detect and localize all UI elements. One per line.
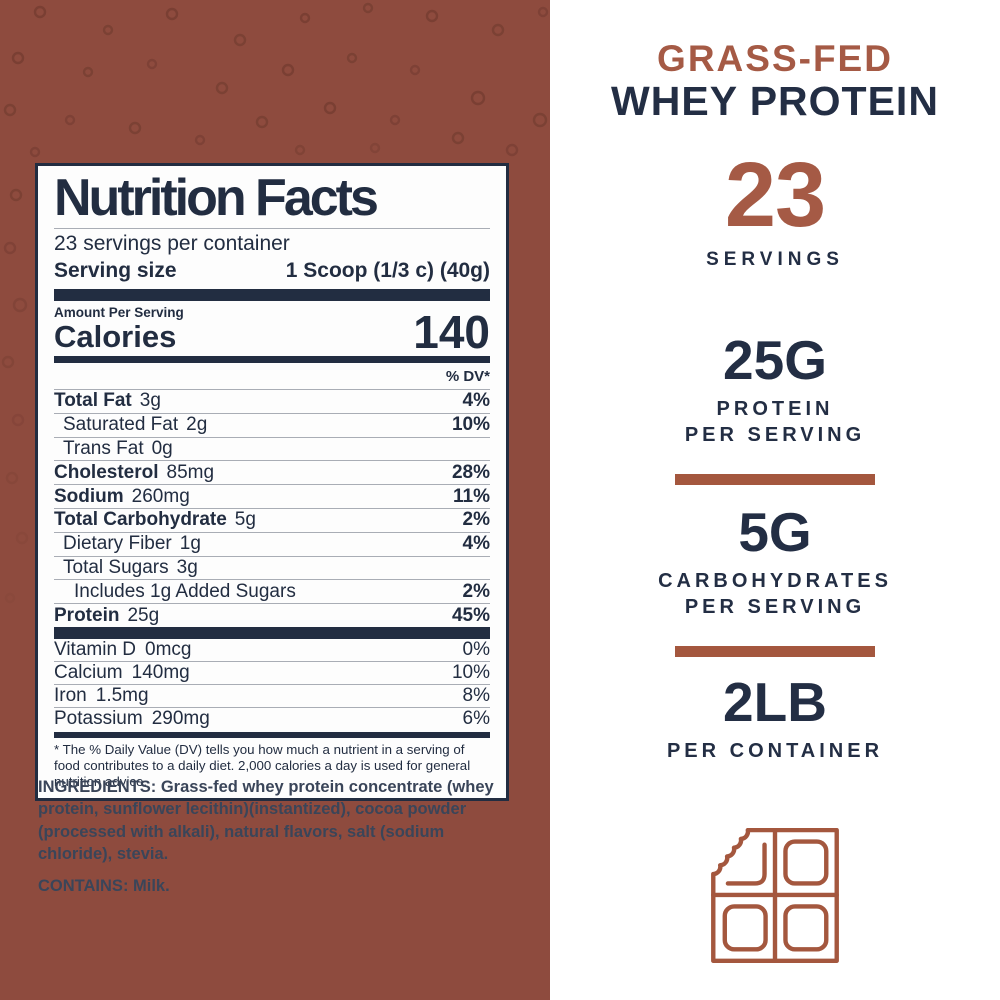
servings-per-container: 23 servings per container [54,232,290,256]
ingredients-label: INGREDIENTS: [38,778,157,796]
nutrient-row: Includes 1g Added Sugars 2% [54,580,490,605]
nutrition-facts-title: Nutrition Facts [54,169,379,227]
serving-size-row: Serving size 1 Scoop (1/3 c) (40g) [54,259,490,283]
section-divider [675,474,875,486]
serving-size-value: 1 Scoop (1/3 c) (40g) [285,259,490,283]
micronutrient-row: Calcium 140mg 10% [54,661,490,685]
nutrient-row: Trans Fat 0g [54,438,490,462]
ingredients-text: Grass-fed whey protein concentrate (whey… [38,778,494,864]
nutrient-row: Cholesterol 85mg 28% [54,461,490,486]
calories-label: Calories [54,319,177,355]
daily-value-header: % DV* [54,365,490,391]
contains-text: Milk. [128,876,170,895]
section-bar [54,626,490,639]
section-bar [54,356,490,364]
calories-value: 140 [413,306,490,359]
calories-row: Amount Per Serving Calories 140 [54,305,490,359]
serving-size-label: Serving size [54,259,177,283]
nutrient-rows: Total Fat 3g 4% Saturated Fat 2g 10% Trans F… [54,390,490,627]
protein-stat-label: PROTEIN PER SERVING [684,398,866,447]
carbs-stat-value: 5G [738,501,812,564]
micronutrient-rows: Vitamin D 0mcg 0% Calcium 140mg 10% Iron 1.5m… [54,639,490,730]
ingredients-block: INGREDIENTS: Grass-fed whey protein conc… [38,776,514,897]
divider [54,228,490,230]
nutrition-facts-panel: Nutrition Facts 23 servings per containe… [35,163,509,801]
section-bar [54,289,490,302]
daily-value-footnote: * The % Daily Value (DV) tells you how m… [54,741,471,789]
amount-per-serving-label: Amount Per Serving [54,305,184,321]
protein-stat-value: 25G [723,329,827,392]
carbs-stat-label: CARBOHYDRATES PER SERVING [658,569,892,618]
servings-count-label: SERVINGS [706,249,844,271]
weight-stat-value: 2LB [723,670,827,733]
nutrient-row: Total Carbohydrate 5g 2% [54,509,490,533]
section-divider [675,645,875,657]
nutrient-row: Saturated Fat 2g 10% [54,414,490,438]
contains-block: CONTAINS: Milk. [38,875,514,897]
micronutrient-row: Potassium 290mg 6% [54,707,490,729]
product-name-line1: GRASS-FED [657,38,893,79]
weight-stat-label: PER CONTAINER [666,739,884,762]
nutrient-row: Protein 25g 45% [54,604,490,626]
servings-count: 23 [724,143,826,246]
product-highlights-panel: GRASS-FED WHEY PROTEIN 23 SERVINGS 25G P… [550,0,1000,1000]
chocolate-bar-bitten-icon [711,827,839,963]
micronutrient-row: Vitamin D 0mcg 0% [54,638,490,662]
section-bar [54,731,490,738]
nutrient-row: Total Sugars 3g [54,557,490,581]
nutrient-row: Sodium 260mg 11% [54,485,490,509]
label-background: Nutrition Facts 23 servings per containe… [0,0,550,1000]
product-name-line2: WHEY PROTEIN [611,77,939,124]
micronutrient-row: Iron 1.5mg 8% [54,684,490,708]
nutrient-row: Total Fat 3g 4% [54,390,490,414]
nutrient-row: Dietary Fiber 1g 4% [54,533,490,557]
contains-label: CONTAINS: [38,876,129,895]
